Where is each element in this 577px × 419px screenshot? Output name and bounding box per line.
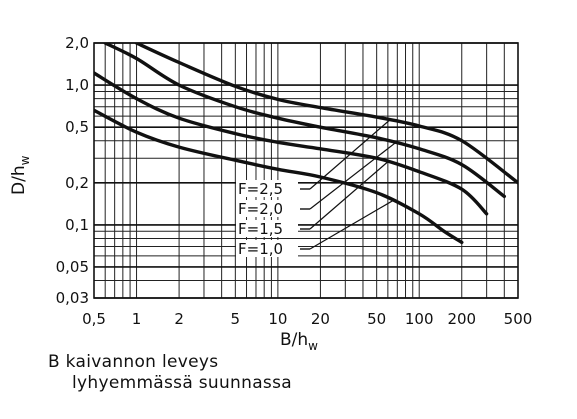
- y-tick-label: 2,0: [65, 34, 89, 52]
- curve-label: F=2,0: [238, 200, 283, 218]
- x-axis-title: B/hw: [280, 330, 318, 350]
- x-tick-label: 2: [174, 310, 184, 328]
- curve-label-bg: [236, 180, 298, 197]
- x-tick-label: 10: [268, 310, 287, 328]
- series-curve: [94, 71, 489, 216]
- x-tick-label: 500: [504, 310, 533, 328]
- y-tick-label: 0,05: [56, 258, 89, 276]
- leader-line: [309, 119, 391, 190]
- curve-label: F=2,5: [238, 180, 283, 198]
- chart-grid: [93, 42, 519, 299]
- y-tick-label: 0,2: [65, 174, 89, 192]
- chart-canvas: 0,5 1 2 5 10 20 50 100 200 500 2,0 1,0 0,5 0,2 0,1 0,05…: [9, 34, 533, 350]
- plot-frame: [93, 42, 519, 299]
- y-axis-title: D/hw: [9, 155, 32, 195]
- curve-labels: F=2,5 F=2,0 F=1,5 F=1,0: [236, 119, 396, 258]
- y-axis-title-main: D/h: [9, 165, 29, 195]
- y-tick-label: 1,0: [65, 76, 89, 94]
- series-curve: [94, 108, 464, 245]
- leader-line: [309, 142, 396, 210]
- curve-label-bg: [236, 240, 298, 257]
- y-axis-title-sub: w: [18, 155, 32, 165]
- y-tick-label: 0,03: [56, 289, 89, 307]
- leader-line: [309, 200, 394, 250]
- curve-label-bg: [236, 220, 298, 237]
- caption-line-1: B kaivannon leveys: [48, 352, 219, 372]
- x-tick-label: 5: [231, 310, 241, 328]
- x-tick-label: 0,5: [82, 310, 106, 328]
- caption: B kaivannon leveys lyhyemmässä suunnassa: [48, 352, 292, 394]
- x-tick-label: 200: [447, 310, 476, 328]
- curve-label: F=1,5: [238, 220, 283, 238]
- curve-label: F=1,0: [238, 240, 283, 258]
- series-curve: [103, 43, 506, 199]
- y-tick-label: 0,5: [65, 118, 89, 136]
- caption-line-2: lyhyemmässä suunnassa: [72, 373, 292, 393]
- leader-line: [309, 161, 389, 230]
- x-tick-label: 50: [367, 310, 386, 328]
- x-tick-label: 100: [405, 310, 434, 328]
- curve-label-bg: [236, 200, 298, 217]
- series-curve: [134, 43, 518, 185]
- tick-labels: 0,5 1 2 5 10 20 50 100 200 500 2,0 1,0 0,5 0,2 0,1 0,05…: [56, 34, 533, 328]
- x-axis-title-sub: w: [308, 339, 318, 350]
- x-axis-title-main: B/h: [280, 330, 308, 350]
- x-tick-label: 20: [311, 310, 330, 328]
- y-tick-label: 0,1: [65, 216, 89, 234]
- series-layer: [94, 43, 518, 245]
- x-tick-label: 1: [132, 310, 142, 328]
